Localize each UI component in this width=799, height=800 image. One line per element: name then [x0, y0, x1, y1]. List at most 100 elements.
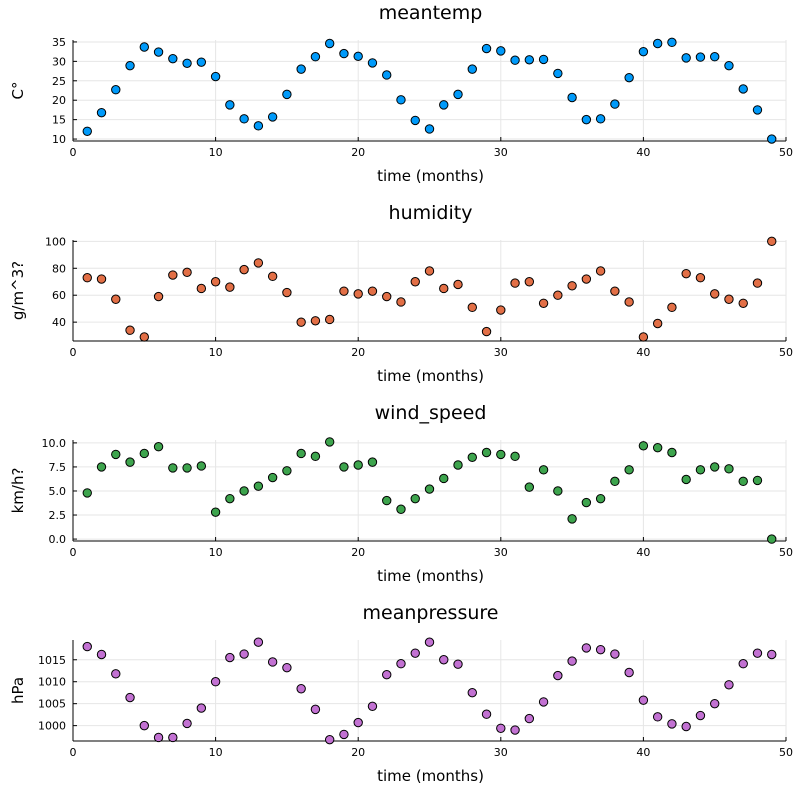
- data-point: [524, 277, 535, 287]
- data-point: [296, 684, 306, 694]
- y-axis-label: hPa: [9, 677, 27, 704]
- data-point: [567, 281, 577, 291]
- data-point: [510, 55, 520, 65]
- x-tick-label: 10: [209, 746, 223, 759]
- data-point: [581, 497, 592, 508]
- y-tick-label: 100: [45, 235, 66, 248]
- data-point: [82, 641, 92, 652]
- data-point: [481, 326, 492, 337]
- data-point: [225, 100, 235, 110]
- data-point: [610, 286, 620, 296]
- data-point: [624, 72, 634, 83]
- data-point: [681, 268, 691, 279]
- data-point: [296, 448, 306, 459]
- data-point: [652, 712, 663, 722]
- data-point: [396, 504, 406, 514]
- data-point: [139, 332, 150, 342]
- data-point: [496, 46, 506, 56]
- data-point: [410, 493, 420, 504]
- data-point: [182, 463, 192, 473]
- data-point: [724, 60, 734, 71]
- data-point: [253, 258, 264, 268]
- y-axis-label: km/h?: [9, 468, 27, 514]
- data-point: [310, 52, 321, 62]
- data-point: [353, 51, 363, 62]
- data-point: [638, 46, 649, 57]
- data-point: [695, 465, 706, 475]
- data-point: [367, 701, 378, 712]
- data-point: [253, 481, 264, 491]
- data-point: [210, 71, 221, 82]
- y-tick-label: 1015: [38, 654, 66, 667]
- data-point: [139, 720, 150, 731]
- data-point: [96, 462, 107, 472]
- data-point: [310, 316, 321, 326]
- data-point: [695, 710, 706, 721]
- data-point: [681, 721, 691, 732]
- data-point: [382, 291, 392, 302]
- data-point: [225, 652, 235, 663]
- data-point: [182, 267, 192, 278]
- data-point: [296, 64, 306, 74]
- data-point: [153, 442, 164, 452]
- x-axis-label: time (months): [377, 167, 484, 185]
- data-point: [553, 670, 563, 681]
- data-point: [439, 655, 449, 665]
- x-tick-label: 50: [779, 346, 793, 359]
- x-tick-label: 20: [351, 546, 365, 559]
- x-tick-label: 20: [351, 346, 365, 359]
- data-point: [324, 38, 335, 49]
- data-point: [111, 85, 121, 95]
- y-tick-label: 15: [52, 114, 66, 127]
- data-point: [581, 114, 592, 125]
- data-point: [111, 669, 121, 679]
- data-point: [481, 709, 492, 719]
- data-point: [553, 68, 563, 79]
- x-tick-label: 10: [209, 346, 223, 359]
- data-point: [652, 442, 663, 453]
- data-point: [581, 274, 592, 284]
- data-point: [196, 703, 207, 713]
- data-point: [96, 107, 107, 118]
- data-point: [139, 448, 150, 459]
- data-point: [710, 289, 720, 299]
- data-point: [453, 460, 463, 470]
- data-point: [339, 48, 349, 59]
- data-point: [196, 283, 207, 294]
- chart-title: meantemp: [379, 2, 483, 24]
- y-tick-label: 1010: [38, 676, 66, 689]
- data-point: [367, 286, 378, 296]
- data-point: [353, 717, 363, 728]
- data-point: [453, 89, 463, 100]
- y-tick-label: 1005: [38, 698, 66, 711]
- data-point: [125, 60, 135, 71]
- data-point: [282, 662, 292, 673]
- data-point: [253, 637, 264, 647]
- data-point: [139, 42, 150, 52]
- data-point: [752, 475, 763, 486]
- data-point: [439, 100, 449, 110]
- data-point: [481, 447, 492, 458]
- data-point: [496, 723, 506, 733]
- data-point: [453, 279, 463, 290]
- data-point: [196, 461, 207, 471]
- y-tick-label: 5.0: [49, 485, 67, 498]
- data-point: [339, 729, 349, 740]
- y-tick-label: 40: [52, 316, 66, 329]
- data-point: [567, 92, 577, 103]
- y-tick-label: 20: [52, 94, 66, 107]
- data-point: [610, 649, 620, 659]
- data-point: [524, 55, 535, 65]
- x-tick-label: 0: [70, 146, 77, 159]
- data-point: [595, 493, 606, 504]
- data-point: [638, 441, 649, 451]
- data-point: [239, 114, 249, 124]
- y-tick-label: 60: [52, 289, 66, 302]
- chart-title: wind_speed: [375, 402, 487, 424]
- data-point: [310, 451, 321, 462]
- data-point: [424, 637, 435, 647]
- data-point: [510, 725, 520, 735]
- data-point: [538, 465, 549, 475]
- x-tick-label: 10: [209, 146, 223, 159]
